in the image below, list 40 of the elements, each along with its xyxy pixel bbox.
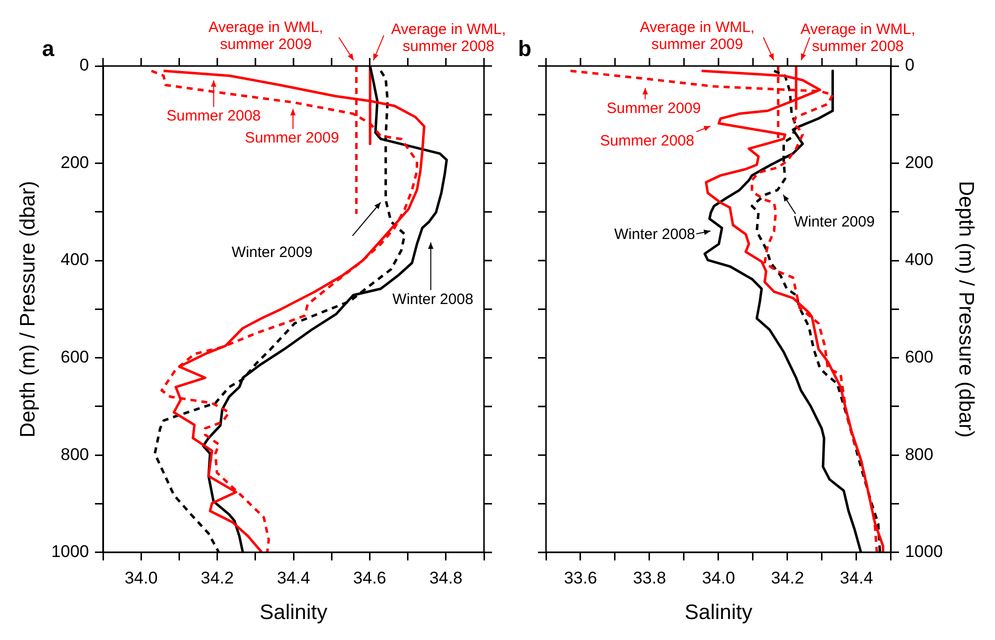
annotation: Summer 2008 — [600, 132, 694, 150]
x-tick-label: 34.0 — [124, 568, 158, 588]
x-tick-label: 34.6 — [353, 568, 386, 588]
y-tick-label: 1000 — [51, 542, 90, 562]
x-tick-label: 34.2 — [200, 568, 234, 588]
x-tick-label: 34.0 — [702, 568, 736, 588]
chart-title: a — [42, 36, 55, 61]
y2-tick-label: 1000 — [904, 542, 943, 562]
annotation: Summer 2009 — [244, 130, 340, 147]
annotation: Winter 2009 — [232, 244, 313, 262]
x-tick-label: 33.6 — [564, 568, 598, 588]
x-tick-label: 34.4 — [276, 568, 310, 588]
x-tick-label: 33.8 — [632, 568, 666, 588]
y-axis-title: Depth (m) / Pressure (dbar) — [16, 180, 40, 438]
text: Average in WML, summer 2009 — [208, 19, 324, 54]
x-tick-label: 34.4 — [840, 568, 874, 588]
x-axis-title: Salinity — [260, 601, 328, 624]
x-tick-label: 34.8 — [429, 568, 462, 588]
text: Average in WML, summer 2008 — [391, 20, 506, 55]
y2-axis-title: Depth (m) / Pressure (dbar) — [954, 180, 978, 438]
y2-tick-label: 400 — [904, 250, 934, 270]
y-tick-label: 0 — [80, 56, 90, 75]
annotation: Summer 2009 — [606, 100, 701, 118]
annotation: Winter 2009 — [794, 214, 875, 231]
annotation: Winter 2008 — [614, 226, 696, 243]
y-tick-label: 800 — [60, 444, 90, 464]
y-tick-label: 200 — [60, 152, 90, 172]
text: Average in WML, summer 2008 — [800, 20, 916, 55]
text: Average in WML, summer 2009 — [640, 19, 755, 54]
chart-title: b — [518, 36, 532, 61]
y-tick-label: 600 — [60, 348, 90, 367]
y2-tick-label: 600 — [904, 348, 934, 367]
y2-tick-label: 200 — [904, 152, 934, 172]
y-tick-label: 400 — [60, 250, 90, 270]
y2-tick-label: 800 — [904, 444, 934, 464]
x-tick-label: 34.2 — [770, 568, 804, 588]
y2-tick-label: 0 — [904, 56, 914, 75]
annotation: Winter 2008 — [392, 290, 474, 308]
annotation: Summer 2008 — [166, 108, 261, 125]
x-axis-title: Salinity — [684, 601, 753, 624]
